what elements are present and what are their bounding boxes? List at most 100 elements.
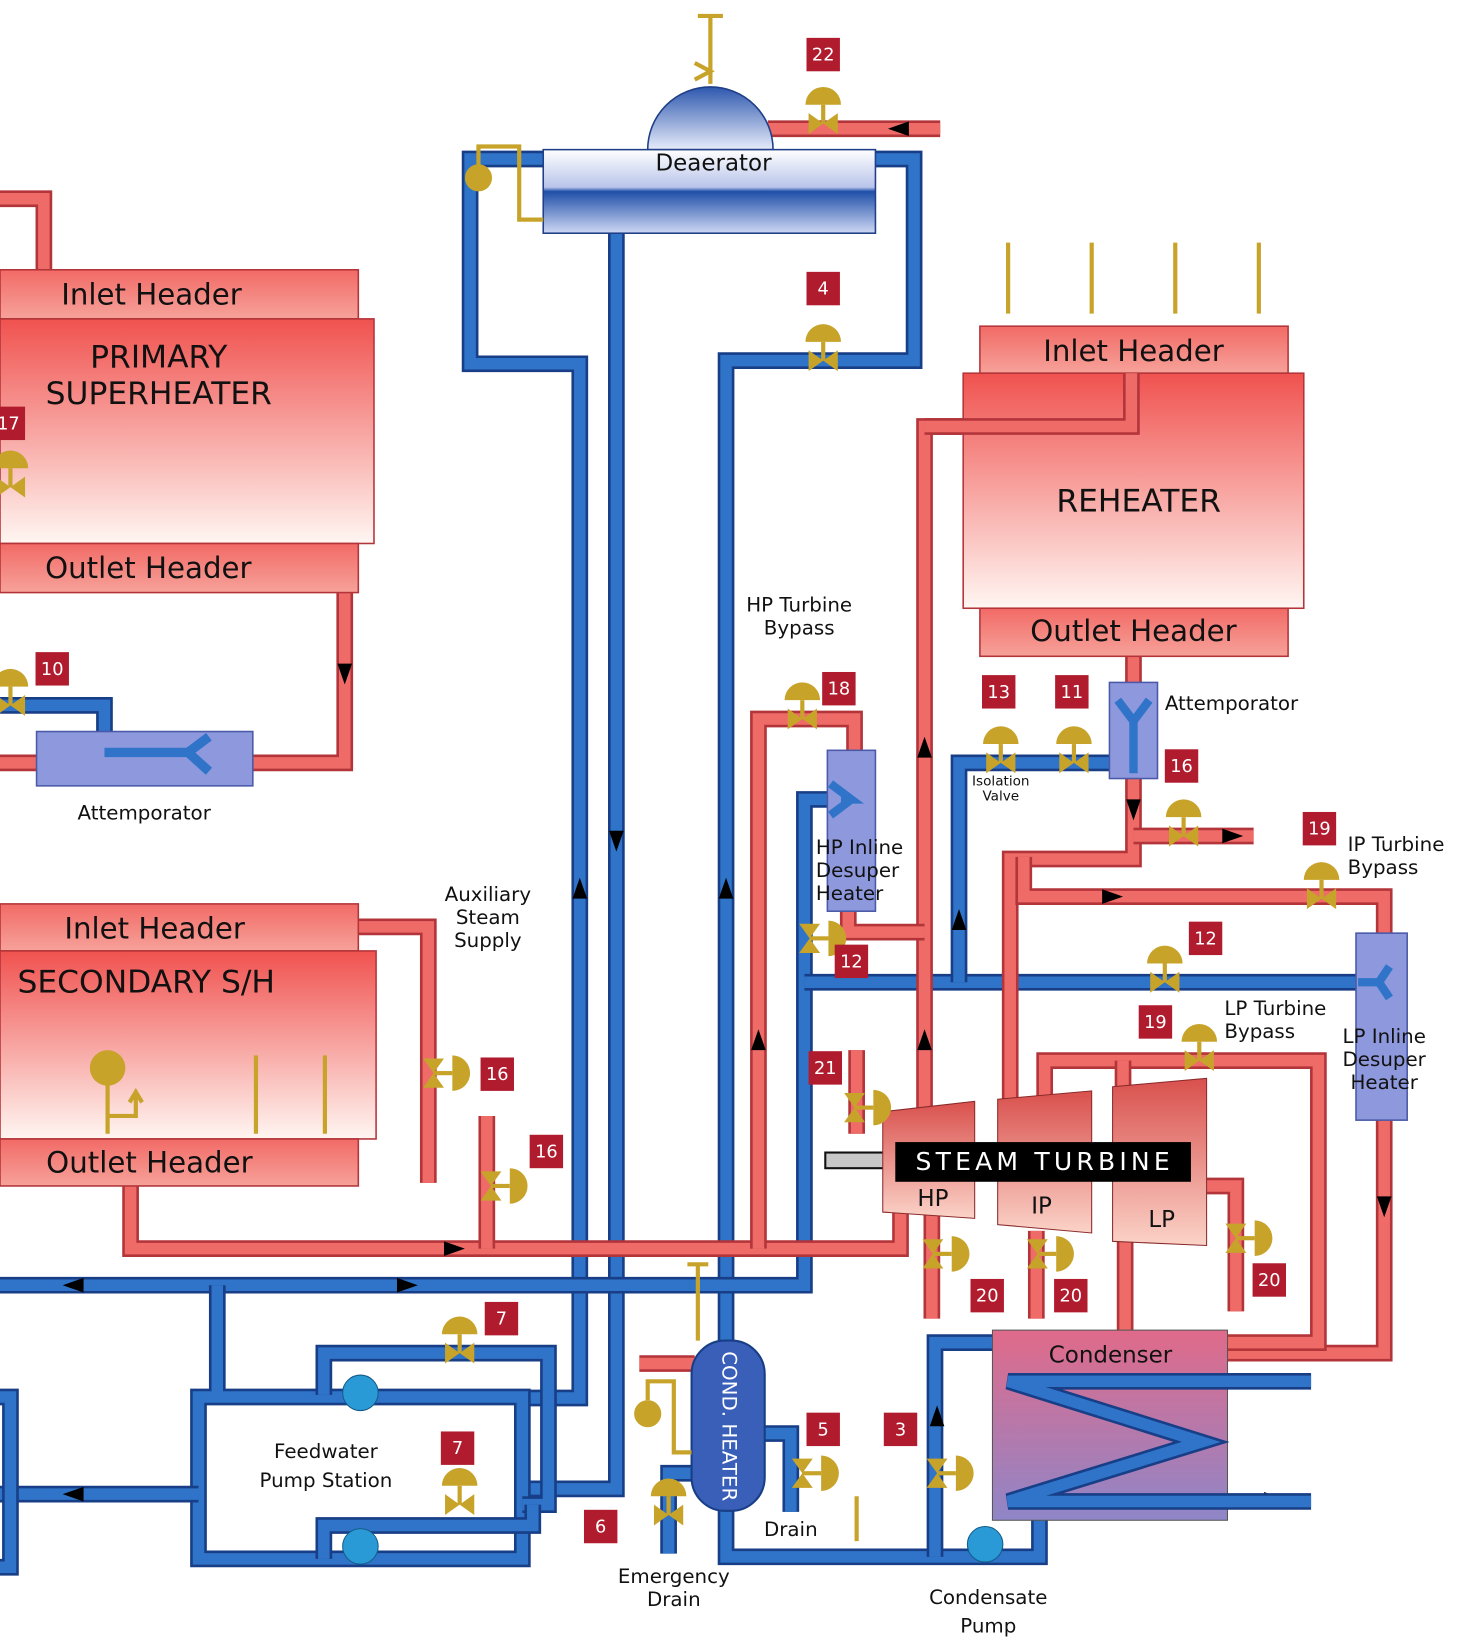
actuator xyxy=(1166,799,1202,817)
valve-tag: 19 xyxy=(1303,812,1336,845)
valve-tag: 16 xyxy=(1165,749,1198,782)
valve-tag: 22 xyxy=(806,38,839,71)
label: Pump xyxy=(960,1614,1016,1637)
label: HP Turbine xyxy=(746,594,852,617)
valve-stem xyxy=(802,1471,821,1475)
pipe xyxy=(935,1343,992,1557)
label: Isolation xyxy=(972,774,1030,790)
valve-tag: 11 xyxy=(1055,675,1088,708)
actuator xyxy=(805,87,841,105)
valve-tag: 20 xyxy=(1054,1279,1087,1312)
actuator xyxy=(442,1317,478,1335)
pipe xyxy=(251,590,345,762)
tag-number: 19 xyxy=(1308,820,1331,840)
valve-stem xyxy=(937,1471,956,1475)
actuator xyxy=(805,324,841,342)
valve-tag: 16 xyxy=(530,1135,563,1168)
valve-stem xyxy=(1319,880,1323,899)
label: Bypass xyxy=(1348,856,1419,879)
tag-number: 4 xyxy=(818,280,829,300)
actuator xyxy=(956,1455,974,1491)
valve-tag: 5 xyxy=(806,1413,839,1446)
valve-tag: 16 xyxy=(481,1057,514,1090)
label: SECONDARY S/H xyxy=(17,964,275,1000)
label: Attemporator xyxy=(77,802,211,825)
label: STEAM TURBINE xyxy=(916,1147,1174,1176)
valve-tag: 7 xyxy=(441,1431,474,1464)
valve-stem xyxy=(434,1071,453,1075)
tag-number: 16 xyxy=(535,1143,558,1163)
actuator xyxy=(952,1236,970,1272)
label: Inlet Header xyxy=(64,912,246,946)
label: Inlet Header xyxy=(1043,334,1225,368)
tag-number: 3 xyxy=(895,1420,906,1440)
tag-number: 20 xyxy=(1060,1287,1083,1307)
tag-number: 12 xyxy=(1194,929,1217,949)
label: Inlet Header xyxy=(61,277,243,311)
pipe xyxy=(935,1343,992,1557)
pump xyxy=(343,1375,379,1411)
valve-stem xyxy=(1037,1252,1056,1256)
actuator xyxy=(1056,726,1092,744)
valve-tag: 6 xyxy=(584,1510,617,1543)
pipe xyxy=(251,590,345,762)
actuator xyxy=(0,669,28,687)
pipe xyxy=(1228,1118,1385,1353)
label: Deaerator xyxy=(655,151,772,177)
label: Outlet Header xyxy=(45,551,252,585)
valve-stem xyxy=(8,468,12,487)
label: Steam xyxy=(456,906,520,929)
valve-stem xyxy=(491,1184,510,1188)
valve-stem xyxy=(1072,744,1076,763)
left-attemporator: Attemporator xyxy=(37,732,253,825)
tag-number: 20 xyxy=(976,1287,999,1307)
tag-number: 13 xyxy=(987,683,1010,703)
pipe xyxy=(1228,1118,1385,1353)
label: COND. HEATER xyxy=(718,1351,741,1501)
valve-stem xyxy=(821,105,825,124)
label: IP xyxy=(1031,1193,1052,1219)
pipe xyxy=(522,232,616,1489)
label: Condenser xyxy=(1049,1343,1173,1369)
valve-tag: 12 xyxy=(1189,922,1222,955)
label: Bypass xyxy=(764,617,835,640)
pump xyxy=(967,1527,1003,1563)
tag-number: 12 xyxy=(840,952,863,972)
valve-stem xyxy=(1163,963,1167,982)
label: Heater xyxy=(1351,1071,1419,1094)
label: REHEATER xyxy=(1056,484,1221,520)
secondary-superheater: Inlet Header SECONDARY S/H Outlet Header… xyxy=(0,883,531,1186)
label: LP Turbine xyxy=(1224,997,1326,1020)
tag-number: 11 xyxy=(1061,683,1084,703)
valve-stem xyxy=(933,1252,952,1256)
tag-number: 19 xyxy=(1144,1013,1167,1033)
valve-tag: 12 xyxy=(835,945,868,978)
tag-number: 7 xyxy=(452,1439,463,1459)
valve-stem xyxy=(821,342,825,361)
label: IP Turbine xyxy=(1348,833,1445,856)
controller xyxy=(90,1050,126,1086)
tag-number: 17 xyxy=(0,414,20,434)
label: HP Inline xyxy=(816,836,903,859)
tag-number: 16 xyxy=(1170,757,1193,777)
valve-tag: 20 xyxy=(1253,1263,1286,1296)
pipe xyxy=(765,1434,791,1512)
pipe xyxy=(0,199,44,272)
tag-number: 21 xyxy=(814,1059,837,1079)
valve-tag: 13 xyxy=(982,675,1015,708)
label: Desuper xyxy=(1343,1048,1427,1071)
valve xyxy=(442,1468,478,1515)
label: Attemporator xyxy=(1165,692,1299,715)
valve-stem xyxy=(1197,1042,1201,1061)
valve-tag: 4 xyxy=(806,272,839,305)
label: SUPERHEATER xyxy=(46,376,272,412)
valve-tag: 17 xyxy=(0,407,25,440)
label: Feedwater xyxy=(274,1440,379,1463)
label: PRIMARY xyxy=(90,340,228,376)
level-control xyxy=(634,1400,661,1427)
actuator xyxy=(1056,1236,1074,1272)
actuator xyxy=(1147,946,1183,964)
actuator xyxy=(1255,1220,1273,1256)
label: Pump Station xyxy=(260,1469,393,1492)
actuator xyxy=(510,1168,528,1204)
